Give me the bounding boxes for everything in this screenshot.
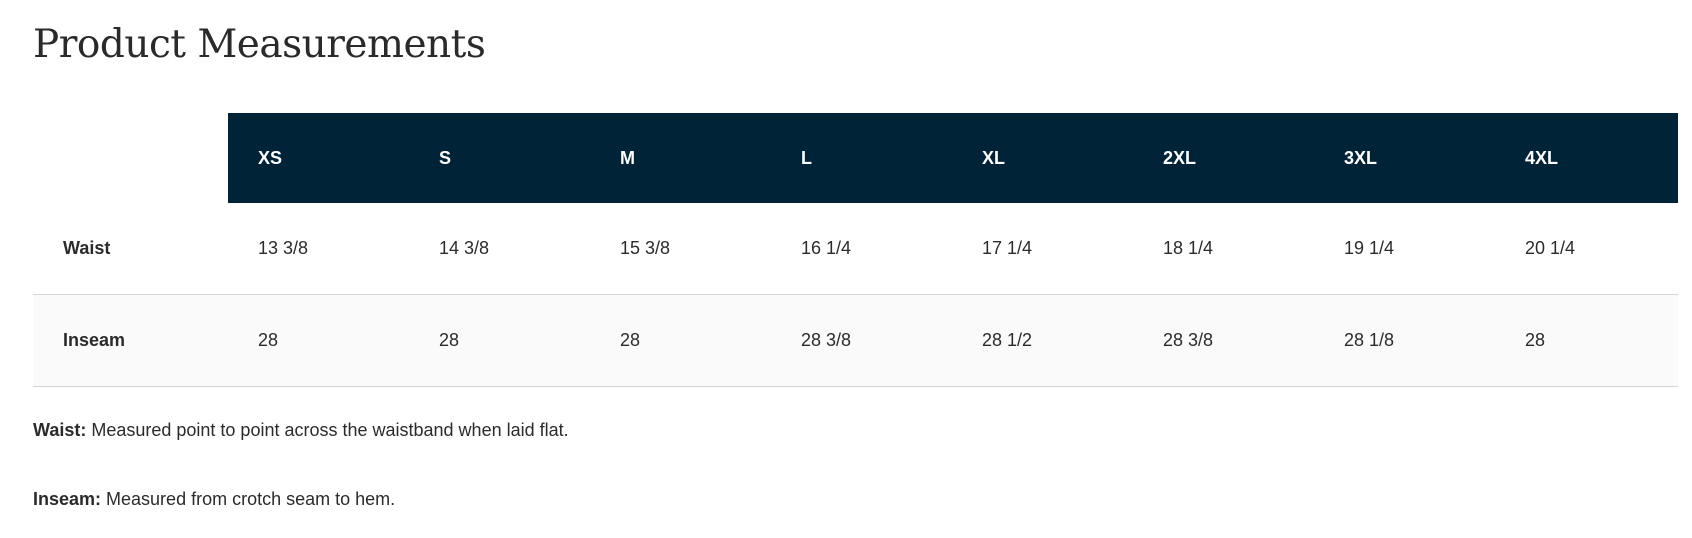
column-header: M [620,147,635,168]
note-text: Measured from crotch seam to hem. [101,489,396,509]
size-chart-table: XS S M L XL 2XL 3XL 4XL Waist 13 3/8 14 3/8 15 3/8… [33,113,1678,387]
column-header: 4XL [1525,147,1559,168]
note-term: Inseam: [33,489,102,509]
column-header: 2XL [1163,147,1197,168]
table-cell: 19 1/4 [1344,238,1395,258]
column-header: 3XL [1344,147,1378,168]
table-cell: 17 1/4 [982,238,1033,258]
table-cell: 14 3/8 [439,238,490,258]
table-cell: 28 1/8 [1344,330,1395,350]
table-cell: 28 [620,330,641,350]
table-header: XS S M L XL 2XL 3XL 4XL [228,113,1678,203]
table-cell: 28 [439,330,460,350]
table-cell: 15 3/8 [620,238,671,258]
note-text: Measured point to point across the waist… [86,420,569,440]
table-cell: 28 3/8 [801,330,852,350]
table-cell: 28 [1525,330,1546,350]
table-cell: 20 1/4 [1525,238,1576,258]
table-cell: 18 1/4 [1163,238,1214,258]
note-inseam: Inseam: Measured from crotch seam to hem… [33,489,395,510]
table-cell: 16 1/4 [801,238,852,258]
table-cell: 28 [258,330,279,350]
column-header: S [439,147,452,168]
note-waist: Waist: Measured point to point across th… [33,420,569,441]
column-header: XL [982,147,1006,168]
page-title: Product Measurements [33,22,486,67]
note-term: Waist: [33,420,87,440]
table-cell: 13 3/8 [258,238,309,258]
table-cell: 28 1/2 [982,330,1033,350]
table-row: Waist 13 3/8 14 3/8 15 3/8 16 1/4 17 1/4 18 1/… [33,203,1678,295]
column-header: XS [258,147,283,168]
row-label: Waist [63,238,111,258]
table-cell: 28 3/8 [1163,330,1214,350]
column-header: L [801,147,812,168]
row-label: Inseam [63,330,126,350]
table-row: Inseam 28 28 28 28 3/8 28 1/2 28 3/8 28 1/8 28 [33,295,1678,387]
